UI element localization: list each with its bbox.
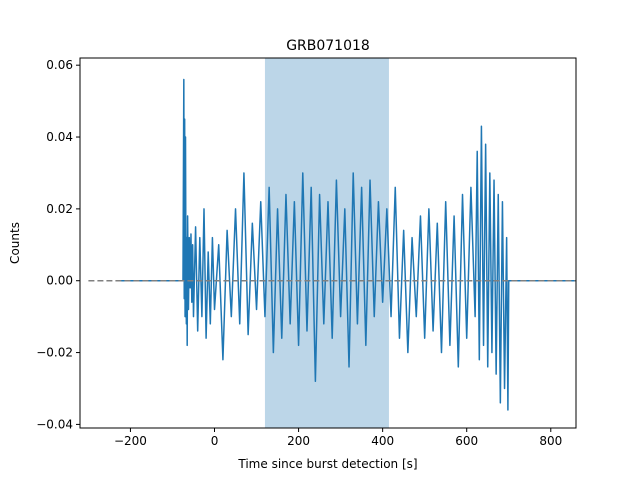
y-axis-label: Counts [8, 222, 22, 264]
y-axis: −0.04 −0.02 0.00 0.02 0.04 0.06 [36, 58, 80, 431]
x-tick-label: 600 [455, 434, 478, 448]
plot-area [88, 58, 576, 428]
x-tick-label: 400 [371, 434, 394, 448]
y-tick-label: 0.00 [46, 274, 73, 288]
y-tick-label: 0.06 [46, 58, 73, 72]
x-axis-label: Time since burst detection [s] [237, 457, 417, 471]
x-tick-label: 200 [287, 434, 310, 448]
x-axis: −200 0 200 400 600 800 [114, 428, 562, 448]
x-tick-label: 0 [211, 434, 219, 448]
y-tick-label: −0.02 [36, 346, 73, 360]
chart-title: GRB071018 [286, 38, 370, 54]
series-line [115, 78, 576, 411]
y-tick-label: −0.04 [36, 417, 73, 431]
x-tick-label: 800 [539, 434, 562, 448]
y-tick-label: 0.02 [46, 202, 73, 216]
axes-frame [79, 57, 577, 429]
y-tick-label: 0.04 [46, 130, 73, 144]
x-tick-label: −200 [114, 434, 147, 448]
